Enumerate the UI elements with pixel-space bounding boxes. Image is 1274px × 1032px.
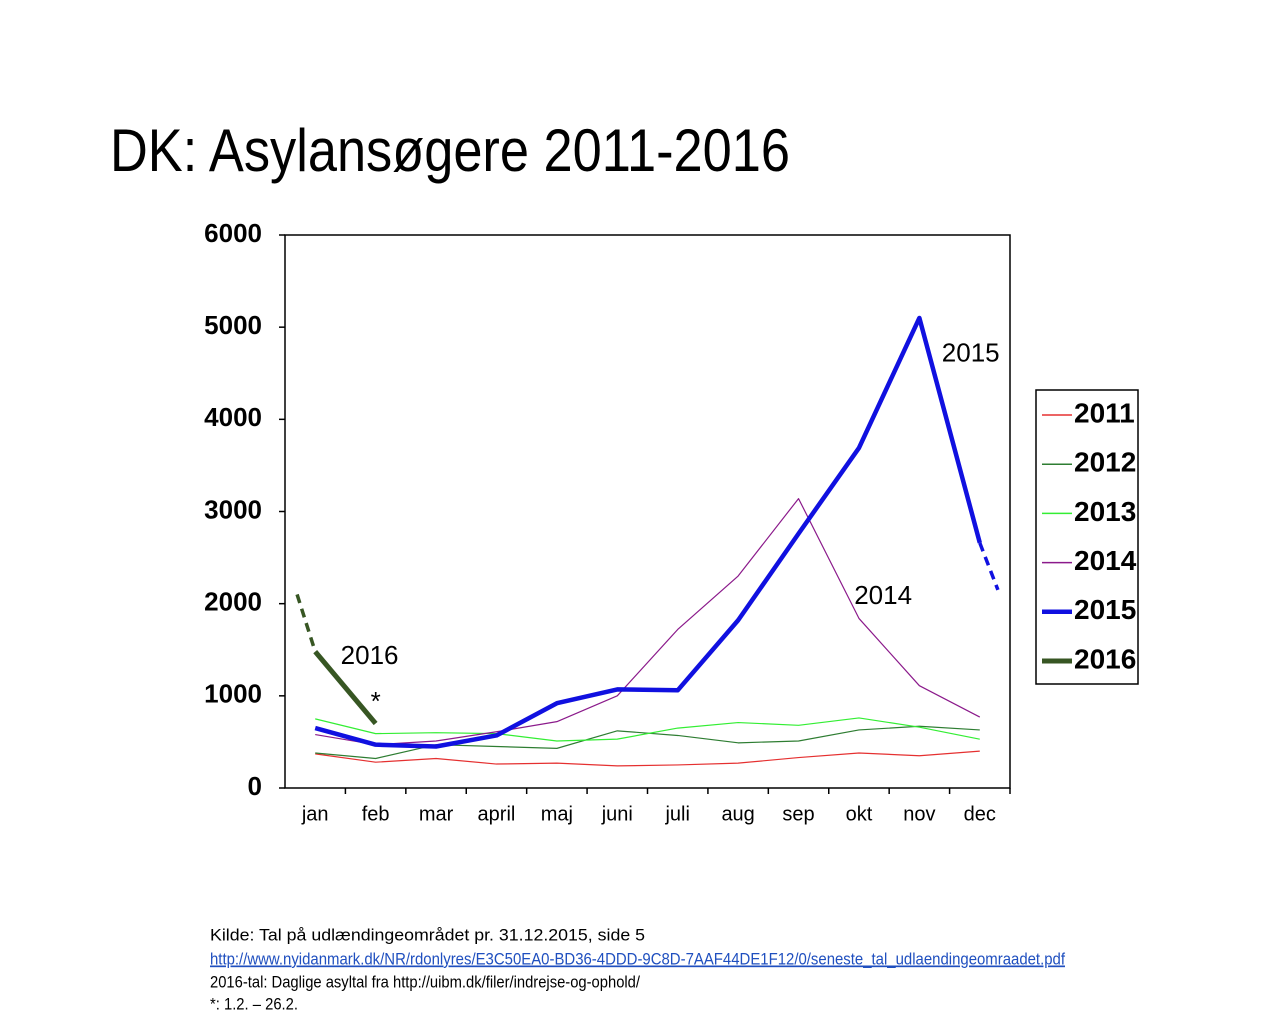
series-line — [313, 649, 378, 726]
source-text: Kilde: Tal på udlændingeområdet pr. 31.1… — [210, 925, 645, 944]
note-star: *: 1.2. – 26.2. — [210, 994, 298, 1013]
legend-label: 2013 — [1074, 496, 1136, 527]
series-dashed-line — [295, 593, 317, 653]
series-line — [314, 315, 982, 749]
note-2016: 2016-tal: Daglige asyltal fra http://uib… — [210, 972, 640, 991]
x-tick-label: april — [478, 803, 516, 825]
x-tick-label: nov — [903, 803, 935, 825]
legend-box — [1035, 389, 1139, 685]
x-tick-label: okt — [846, 803, 873, 825]
legend-label: 2014 — [1074, 545, 1137, 576]
legend-label: 2015 — [1074, 594, 1136, 625]
y-tick-label: 2000 — [204, 587, 262, 617]
legend-label: 2016 — [1074, 643, 1136, 674]
x-tick-label: mar — [419, 803, 454, 825]
series-line — [315, 717, 980, 742]
x-tick-label: jan — [301, 803, 329, 825]
x-tick-label: maj — [541, 803, 573, 825]
y-tick-label: 3000 — [204, 494, 262, 524]
series-line — [315, 497, 981, 746]
annotation: 2016 — [341, 640, 399, 670]
y-tick-label: 6000 — [204, 218, 262, 248]
annotation: * — [371, 686, 381, 716]
y-tick-label: 1000 — [204, 679, 262, 709]
x-tick-label: juli — [664, 803, 689, 825]
y-tick-label: 0 — [248, 771, 262, 801]
series-line — [315, 750, 980, 767]
series-dashed-line — [978, 542, 1000, 591]
annotation: 2014 — [854, 580, 912, 610]
x-tick-label: juni — [601, 803, 633, 825]
x-tick-label: dec — [964, 803, 996, 825]
y-tick-label: 4000 — [204, 402, 262, 432]
annotation: 2015 — [942, 338, 1000, 368]
source-link[interactable]: http://www.nyidanmark.dk/NR/rdonlyres/E3… — [210, 949, 1065, 968]
x-tick-label: aug — [721, 803, 754, 825]
x-tick-label: sep — [782, 803, 814, 825]
y-tick-label: 5000 — [204, 310, 262, 340]
legend-label: 2011 — [1074, 397, 1135, 428]
legend-label: 2012 — [1074, 447, 1136, 478]
plot-frame — [284, 234, 1011, 789]
x-tick-label: feb — [362, 803, 390, 825]
chart-title: DK: Asylansøgere 2011-2016 — [110, 117, 790, 184]
